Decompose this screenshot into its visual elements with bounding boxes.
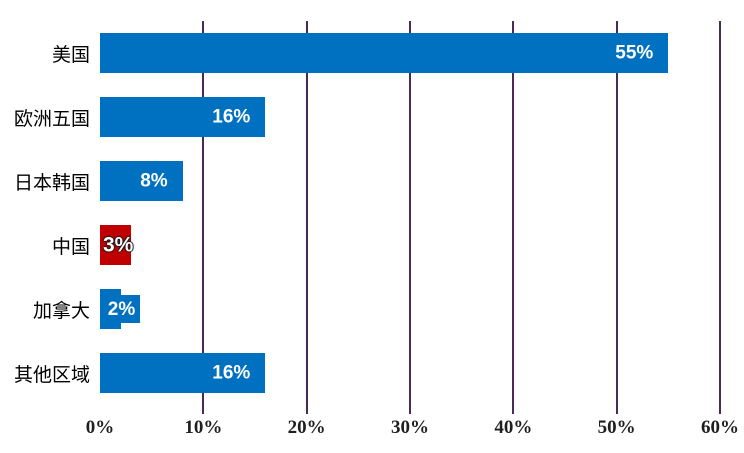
bar: 2% [100, 289, 140, 329]
bar-row: 3% [100, 225, 134, 265]
plot-area: 55% 16% 8% 3% 2% 16% [98, 21, 721, 414]
axis-tick [615, 405, 618, 414]
bar-row: 55% [100, 33, 669, 73]
x-tick-label: 60% [701, 417, 739, 438]
bar: 16% [100, 353, 266, 393]
category-axis: 美国欧洲五国日本韩国中国加拿大其他区域 [0, 21, 90, 405]
bar-value-label: 16% [212, 106, 251, 128]
category-label: 日本韩国 [13, 172, 90, 194]
bar-value-label: 16% [212, 362, 251, 384]
bar: 3% [100, 225, 134, 265]
category-label: 欧洲五国 [13, 108, 90, 130]
axis-tick [409, 405, 411, 414]
axis-tick [719, 405, 721, 414]
bar-row: 16% [100, 353, 266, 393]
value-axis: 0% 10% 20% 30% 40% 50% 60% [0, 417, 744, 443]
category-label: 其他区域 [13, 364, 90, 386]
x-tick-label: 20% [287, 417, 326, 438]
bar-row: 16% [100, 97, 266, 137]
bar: 8% [100, 161, 183, 201]
x-tick-label: 10% [184, 417, 223, 438]
x-tick-label: 30% [391, 417, 429, 438]
bar: 55% [100, 33, 669, 73]
bar: 16% [100, 97, 266, 137]
x-tick-label: 50% [597, 417, 636, 438]
gridline [305, 21, 308, 405]
gridline [202, 21, 205, 405]
x-tick-label: 40% [494, 417, 533, 438]
category-label: 加拿大 [32, 300, 90, 322]
gridline [615, 21, 618, 405]
category-label: 美国 [51, 44, 90, 66]
y-axis-line [98, 21, 100, 414]
gridline [512, 21, 515, 405]
axis-tick [305, 405, 308, 414]
bar-value-label: 3% [103, 233, 134, 257]
x-tick-label: 0% [85, 417, 115, 438]
bar-row: 2% [100, 289, 140, 329]
gridline [409, 21, 411, 405]
axis-tick [202, 405, 205, 414]
bar-value-label: 2% [107, 298, 136, 320]
value-label-box: 2% [103, 295, 140, 323]
bar-row: 8% [100, 161, 183, 201]
axis-tick [99, 405, 101, 414]
axis-tick [512, 405, 515, 414]
bar-value-label: 8% [140, 170, 168, 192]
bar-value-label: 55% [615, 42, 654, 64]
gridline [719, 21, 721, 405]
category-label: 中国 [51, 236, 90, 258]
